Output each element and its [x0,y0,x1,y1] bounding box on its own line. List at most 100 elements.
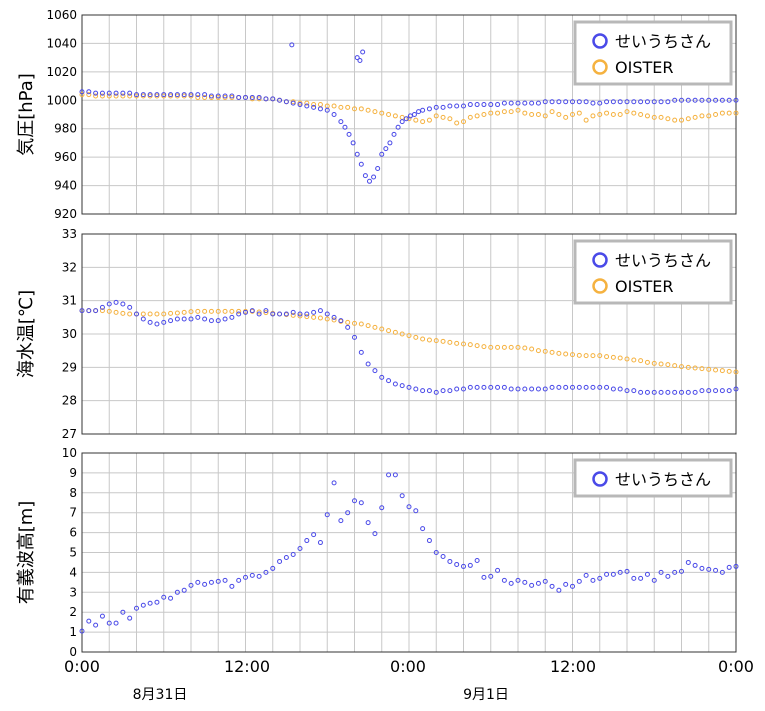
data-point [317,106,323,112]
data-point [283,99,289,105]
data-point [699,113,705,119]
data-point [665,116,671,122]
data-point [342,124,348,130]
data-point [692,562,698,568]
data-point [733,110,739,116]
data-point [433,113,439,119]
data-point [243,94,248,100]
data-point [372,531,378,537]
data-point [174,589,180,595]
y-tick-label: 3 [69,585,77,599]
data-point [366,178,372,184]
data-point [304,103,310,109]
data-point [508,344,514,350]
data-point [120,609,126,615]
data-point [411,112,417,117]
data-point [270,565,276,571]
data-point [215,578,221,584]
y-tick-label: 1 [69,625,77,639]
data-point [420,388,426,394]
data-point [120,310,126,316]
data-point [474,102,480,108]
data-point [590,113,596,119]
data-point [386,472,392,478]
data-point [583,117,589,123]
data-point [420,526,426,532]
x-tick-label: 12:00 [550,657,596,676]
data-point [474,384,480,390]
data-point [345,104,351,110]
data-point [372,368,378,374]
data-point [154,599,160,605]
data-point [407,113,413,119]
data-point [372,324,378,330]
data-point [604,571,610,577]
data-point [556,350,562,356]
data-point [222,316,228,322]
data-point [433,338,439,344]
data-point [515,107,521,113]
data-point [590,577,596,583]
data-point [597,384,603,390]
legend: せいうちさん [573,458,733,498]
data-point [317,102,323,108]
data-point [563,99,569,105]
data-point [570,384,575,390]
data-point [529,112,535,117]
data-point [522,386,528,392]
data-point [127,311,133,317]
data-point [147,311,153,317]
data-point [556,587,562,593]
data-point [289,42,295,48]
data-point [331,480,337,486]
data-point [277,97,283,103]
y-tick-label: 31 [62,294,77,308]
data-point [311,314,317,320]
y-tick-label: 1040 [46,36,77,50]
data-point [535,348,541,354]
y-tick-label: 4 [69,565,77,579]
data-point [542,386,548,392]
data-point [375,166,381,172]
data-point [440,114,446,120]
data-point [610,99,616,105]
data-point [406,504,412,510]
data-point [501,109,507,115]
data-point [168,92,174,98]
data-point [495,384,501,390]
data-point [706,388,712,394]
data-point [140,316,146,322]
data-point [515,386,521,392]
legend-marker [592,471,608,487]
data-point [140,311,146,317]
data-point [597,112,603,117]
data-point [631,357,637,363]
y-axis-label: 有義波高[m] [16,501,37,605]
data-point [651,99,657,105]
data-point [277,311,283,317]
data-point [208,93,214,99]
data-point [215,318,221,324]
data-point [644,113,650,119]
data-point [222,93,228,99]
legend-label: OISTER [615,58,673,77]
data-point [311,102,317,108]
data-point [692,389,698,395]
legend: せいうちさん OISTER [573,239,733,305]
data-point [399,114,405,120]
data-point [467,562,473,568]
data-point [93,622,99,628]
data-point [638,389,644,395]
data-point [685,559,691,565]
data-point [638,358,644,364]
data-point [311,309,317,315]
data-point [481,112,487,117]
data-point [440,388,446,394]
data-point [713,112,719,117]
data-point [665,573,671,579]
data-point [304,100,310,106]
data-point [317,315,323,321]
legend-box [573,458,733,498]
data-point [501,344,507,350]
data-point [243,309,248,315]
